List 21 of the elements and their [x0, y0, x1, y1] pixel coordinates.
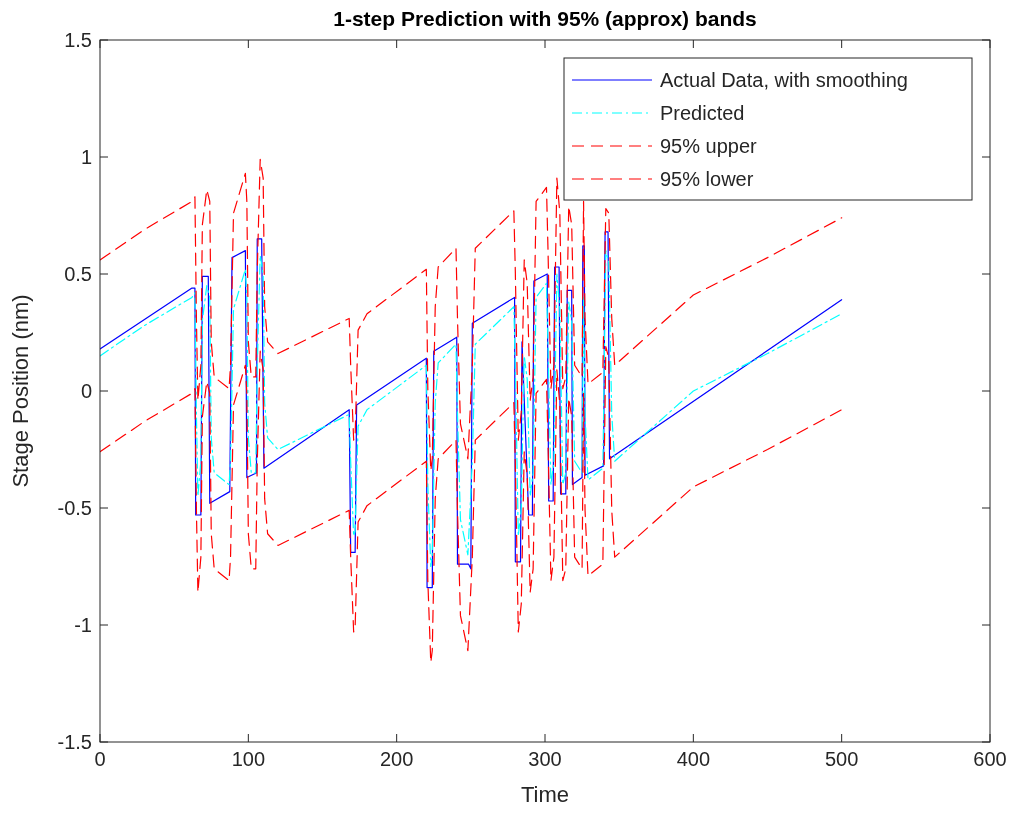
y-tick-label: -1 [74, 614, 92, 636]
legend-label: 95% lower [660, 168, 754, 190]
x-axis-title: Time [520, 782, 570, 807]
y-tick-label: 1.5 [64, 29, 92, 51]
x-tick-label: 600 [973, 748, 1007, 770]
x-tick-label: 500 [824, 748, 859, 770]
y-tick-label: -1.5 [57, 731, 92, 753]
y-axis-title: Stage Position (nm) [8, 294, 33, 488]
chart-title: 1-step Prediction with 95% (approx) bands [333, 7, 757, 30]
y-tick-label: 0.5 [64, 263, 92, 285]
y-tick-label: -0.5 [57, 497, 92, 519]
legend-label: Actual Data, with smoothing [660, 69, 908, 91]
legend-label: Predicted [660, 102, 745, 124]
x-tick-label: 100 [231, 748, 266, 770]
x-tick-label: 200 [379, 748, 414, 770]
x-tick-label: 0 [94, 748, 106, 770]
x-tick-label: 400 [676, 748, 711, 770]
x-tick-label: 300 [528, 748, 562, 770]
y-tick-label: 1 [80, 146, 92, 168]
y-tick-label: 0 [80, 380, 92, 402]
legend-label: 95% upper [660, 135, 758, 157]
